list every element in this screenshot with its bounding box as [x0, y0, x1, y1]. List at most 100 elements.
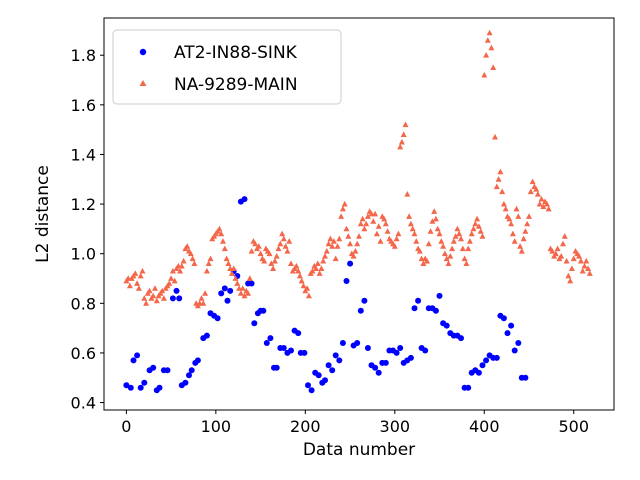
series-2-point [382, 220, 389, 227]
x-tick-label: 200 [290, 417, 321, 436]
series-1-point [295, 330, 302, 337]
series-2-point [404, 191, 411, 197]
series-2-point [459, 245, 466, 252]
legend-box [112, 29, 342, 105]
series-2-point [203, 267, 210, 274]
series-1-point [325, 362, 332, 369]
series-1-point [336, 357, 343, 364]
y-tick-label: 1.8 [71, 46, 96, 65]
series-2-point [169, 267, 176, 274]
series-2-point [150, 292, 157, 299]
series-2-point [284, 248, 291, 254]
series-1-point [407, 354, 414, 361]
series-2-point [425, 240, 432, 247]
series-2-point [137, 272, 144, 279]
series-2-point [261, 257, 268, 264]
series-2-point [445, 260, 452, 266]
series-2-point [527, 188, 534, 195]
series-2-point [393, 235, 400, 242]
series-1-point [141, 379, 148, 386]
x-axis-ticks: 0 100 200 300 400 500 [121, 410, 589, 436]
y-axis-ticks: 0.4 0.6 0.8 1.0 1.2 1.4 1.6 1.8 [71, 46, 104, 413]
series-2-point [463, 260, 470, 266]
series-2-point [232, 275, 239, 281]
series-2-point [500, 200, 507, 207]
series-1-point [127, 384, 134, 391]
series-2-point [429, 218, 436, 224]
series-1-point [137, 384, 144, 391]
series-2-point [454, 225, 461, 232]
series-2-point [502, 205, 509, 212]
series-2-point [520, 235, 527, 242]
series-2-point [313, 265, 320, 271]
series-2-point [277, 240, 284, 247]
series-2-point [377, 238, 384, 244]
series-2-point [282, 243, 289, 249]
series-2-point [225, 260, 232, 266]
series-1-point [339, 340, 346, 346]
series-2-point [400, 131, 407, 137]
series-2-point [449, 245, 456, 252]
series-2-point [468, 230, 475, 237]
series-2-point [549, 248, 556, 254]
series-2-point [440, 243, 447, 249]
series-2-point [327, 235, 334, 242]
series-2-point [304, 285, 311, 291]
series-1-point [224, 297, 231, 304]
series-2-point [495, 176, 502, 182]
series-2-point [486, 29, 493, 36]
series-2-point [270, 265, 277, 271]
series-2-point [536, 200, 543, 207]
series-2-point [189, 255, 196, 262]
series-2-point [280, 235, 287, 242]
series-1-point [422, 347, 429, 354]
series-2-point [560, 240, 566, 247]
y-tick-label: 1.4 [71, 145, 96, 164]
series-1-point [218, 290, 225, 297]
series-1-point [221, 285, 228, 292]
series-2-point [135, 285, 142, 291]
series-2-point [207, 255, 214, 262]
series-2-point [257, 250, 264, 257]
series-1-point [308, 387, 315, 394]
series-1-point [443, 322, 450, 329]
legend-marker-series-1 [139, 48, 147, 56]
series-1-point [354, 340, 361, 346]
series-2-point [497, 168, 504, 175]
series-1-point [483, 357, 490, 364]
series-1-point [188, 367, 195, 374]
series-1-point [332, 352, 339, 359]
series-2-point [568, 265, 575, 271]
series-1-point [194, 357, 201, 364]
series-2-point [364, 213, 371, 219]
series-2-point [381, 215, 388, 222]
series-1-point [251, 320, 258, 327]
series-2-point [221, 245, 228, 252]
series-1-point [273, 364, 280, 371]
series-2-point [540, 203, 547, 209]
x-tick-label: 100 [201, 417, 232, 436]
series-2-point [252, 240, 259, 247]
series-2-point [431, 208, 438, 214]
series-2-point [228, 270, 235, 276]
series-2-point [134, 280, 141, 286]
series-2-point [579, 267, 586, 274]
series-2-point [341, 200, 348, 207]
series-2-point [153, 297, 160, 304]
series-2-point [534, 191, 541, 197]
series-2-point [159, 287, 166, 294]
series-2-point [245, 290, 252, 296]
series-1-point [511, 347, 518, 354]
series-2-point [395, 230, 402, 237]
series-2-point [477, 228, 484, 234]
series-2-point [456, 230, 463, 237]
series-2-point [345, 233, 352, 239]
series-2-point [474, 215, 481, 222]
series-2-point [220, 238, 226, 244]
series-2-point [458, 235, 464, 242]
series-2-point [490, 64, 497, 70]
x-tick-label: 400 [469, 417, 500, 436]
series-1-point [475, 369, 482, 376]
series-2-point [295, 267, 302, 274]
